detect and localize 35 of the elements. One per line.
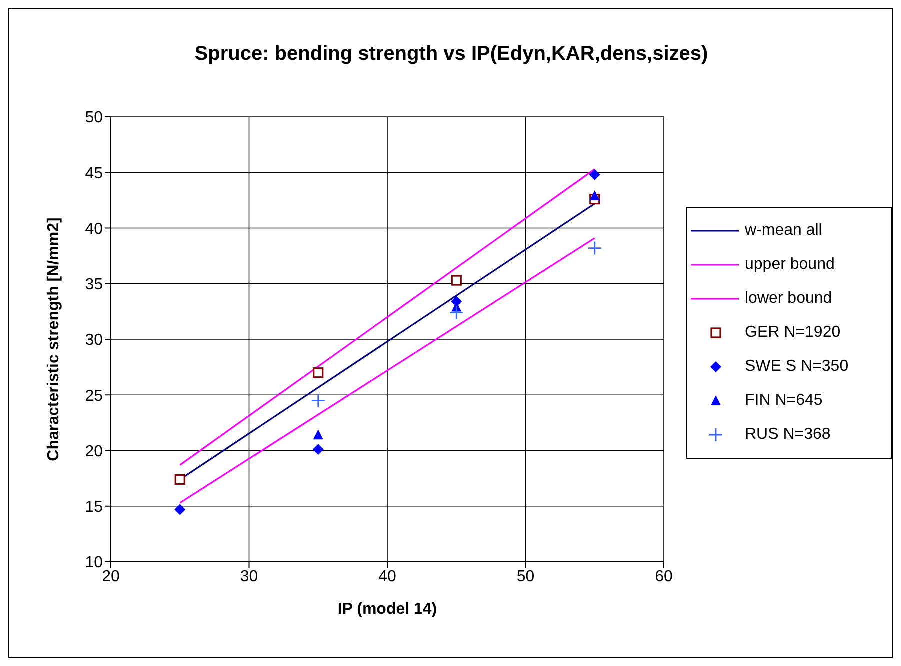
y-tick-label: 25 <box>85 388 104 405</box>
legend-label: upper bound <box>745 256 835 274</box>
point <box>174 504 186 516</box>
y-tick-label: 50 <box>85 110 104 127</box>
legend-label: w-mean all <box>745 222 822 240</box>
point <box>312 444 324 456</box>
y-tick-label: 35 <box>85 276 104 294</box>
point <box>588 241 602 256</box>
point <box>451 275 462 286</box>
legend-label: GER N=1920 <box>745 324 841 342</box>
point <box>590 190 600 200</box>
point <box>449 306 464 320</box>
x-tick-label: 40 <box>378 568 396 586</box>
y-tick-label: 40 <box>85 220 104 238</box>
y-tick-label: 15 <box>85 499 104 516</box>
legend-label: RUS N=368 <box>745 426 831 444</box>
y-tick-label: 10 <box>85 554 104 572</box>
x-axis-title: IP (model 14) <box>338 601 438 618</box>
chart-title: Spruce: bending strength vs IP(Edyn,KAR,dens,sizes) <box>194 43 710 66</box>
legend-label: FIN N=645 <box>745 392 823 410</box>
point <box>313 368 324 378</box>
x-tick-label: 60 <box>655 568 673 586</box>
y-tick-label: 20 <box>85 443 104 460</box>
point <box>589 169 600 180</box>
legend-label: lower bound <box>745 290 832 308</box>
x-tick-label: 30 <box>240 568 258 586</box>
y-axis-title: Characteristic strength [N/mm2] <box>46 218 63 462</box>
point <box>174 474 186 485</box>
x-tick-label: 20 <box>102 568 120 586</box>
x-tick-label: 50 <box>516 568 535 586</box>
point <box>313 430 324 440</box>
legend-label: SWE S N=350 <box>745 358 849 376</box>
y-tick-label: 45 <box>85 165 104 182</box>
y-tick-label: 30 <box>85 332 104 350</box>
point <box>311 393 326 408</box>
